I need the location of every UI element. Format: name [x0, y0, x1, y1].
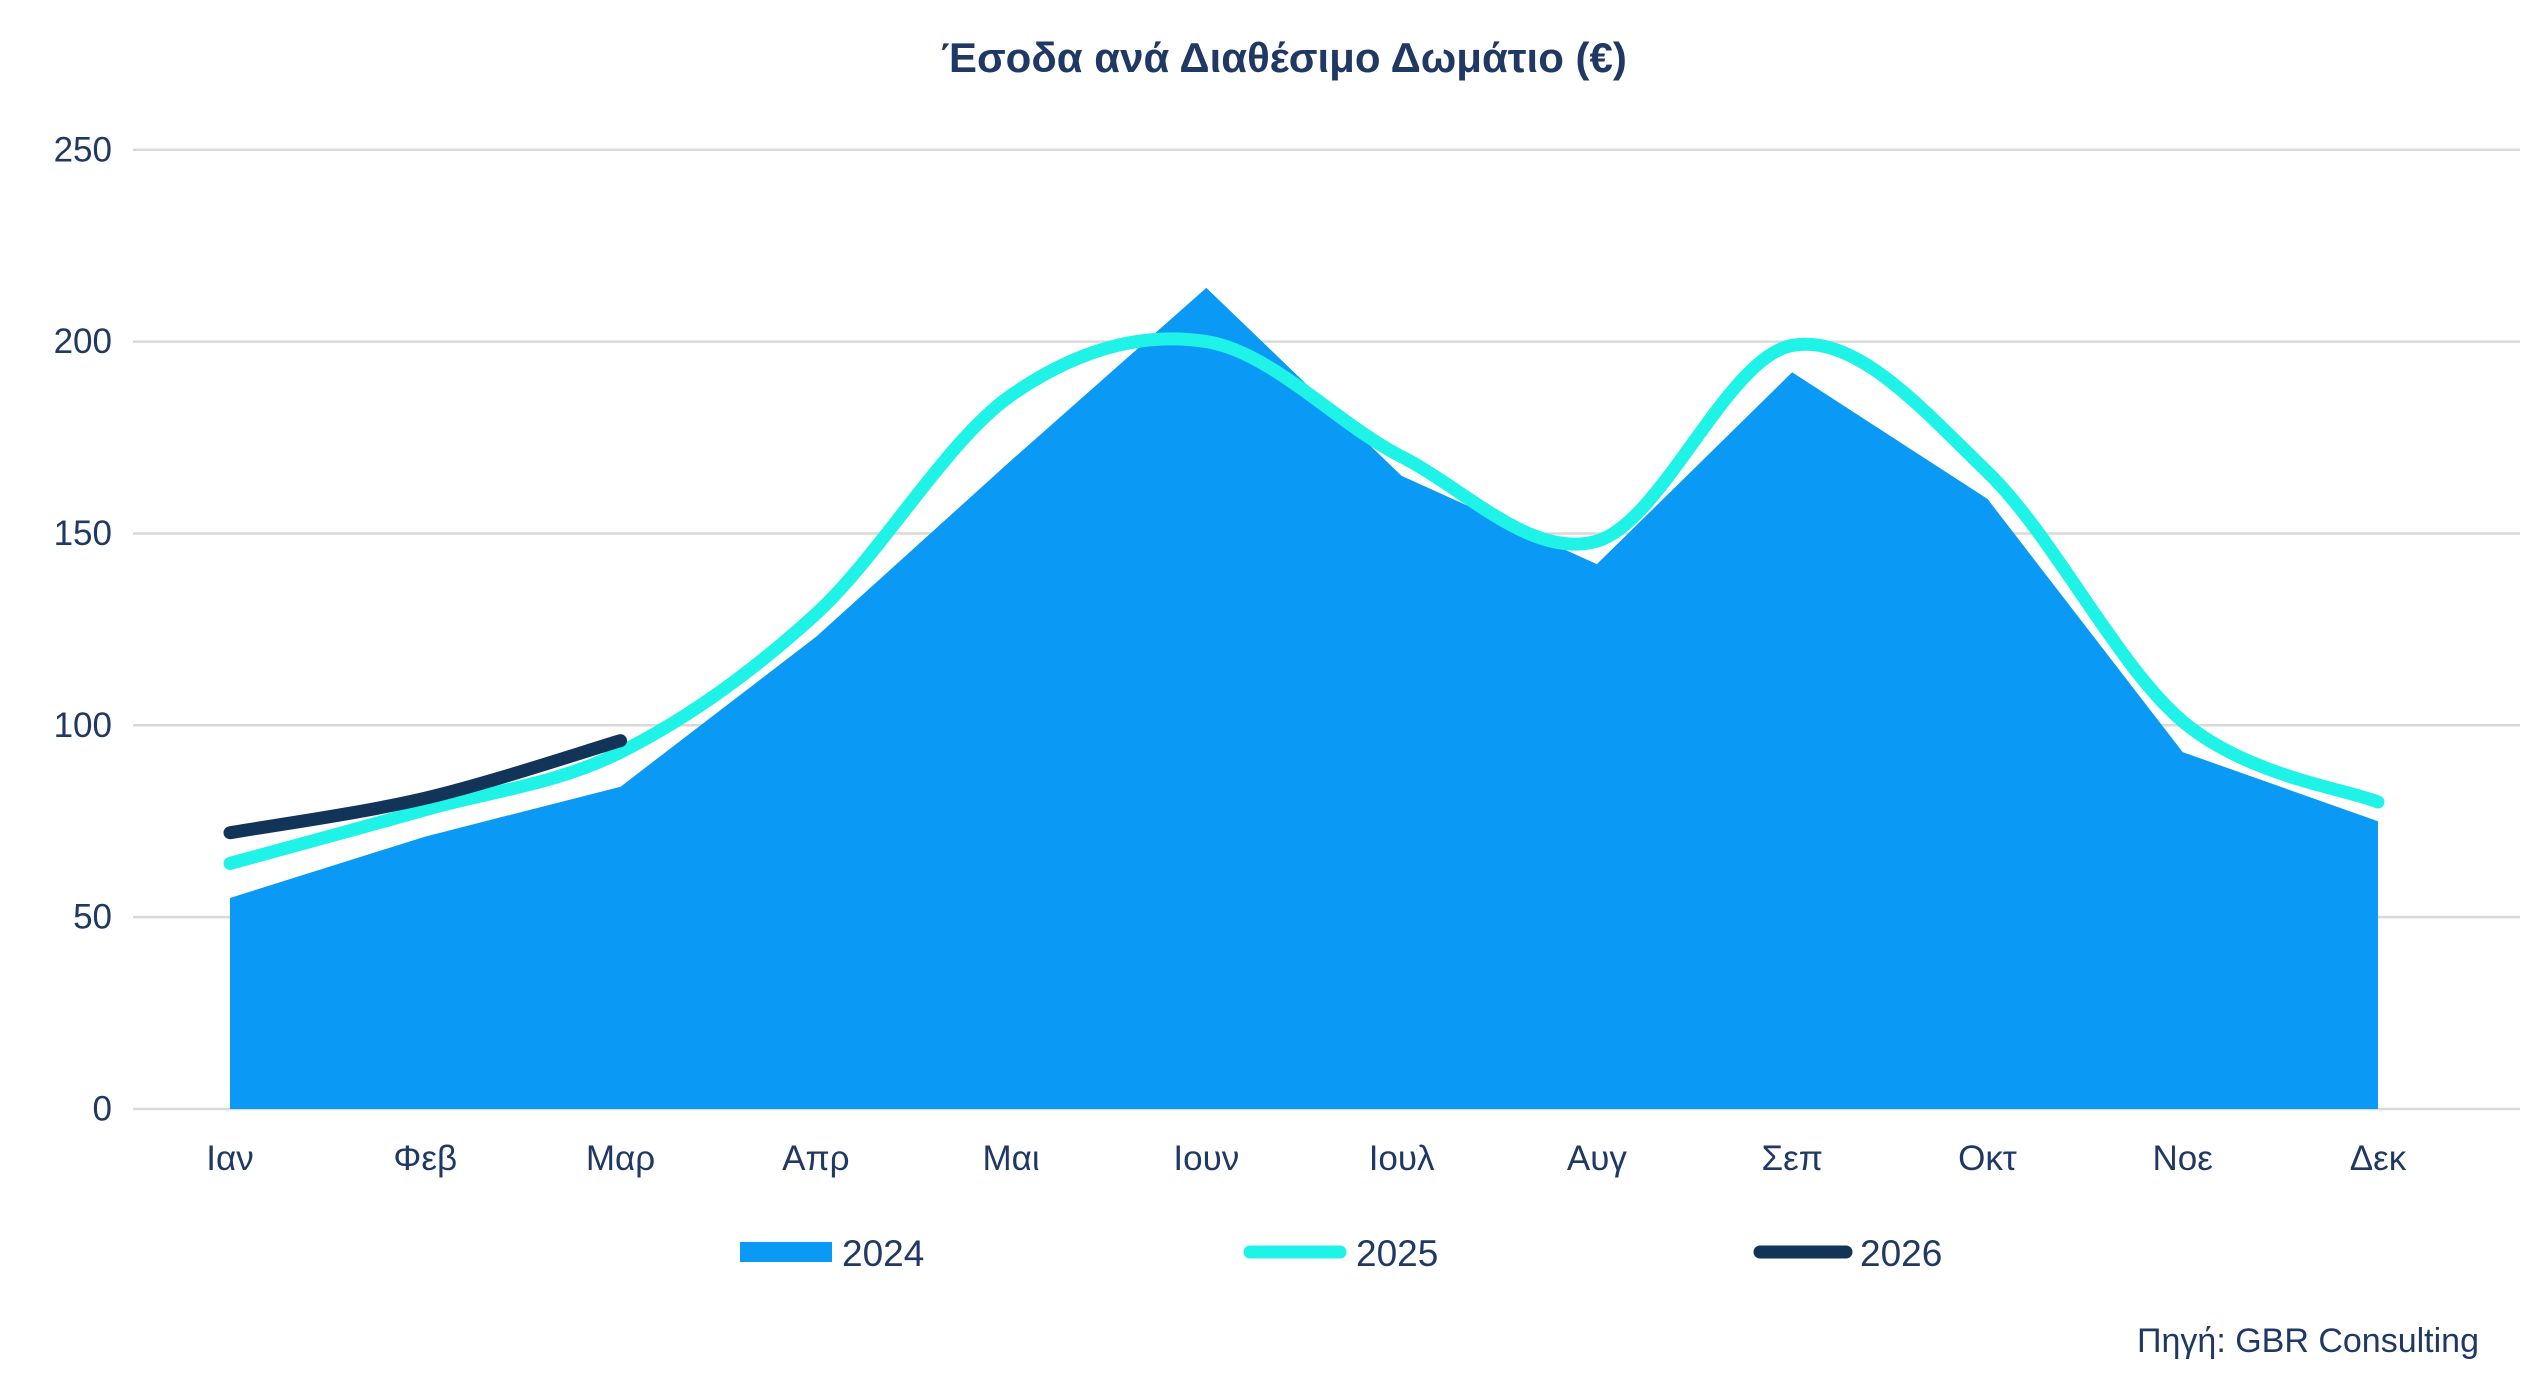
series-layer	[223, 287, 2385, 1110]
legend: 2024 2025 2026	[740, 1233, 1942, 1274]
x-axis-labels: Ιαν Φεβ Μαρ Απρ Μαι Ιουν Ιουλ Αυγ Σεπ Οκτ Νοε Δεκ	[206, 1139, 2406, 1178]
x-tick-label-Σεπ: Σεπ	[1761, 1139, 1822, 1178]
legend-label-2026: 2026	[1860, 1233, 1942, 1274]
y-tick-label-200: 200	[54, 322, 112, 361]
x-tick-label-Οκτ: Οκτ	[1958, 1139, 2017, 1178]
x-tick-label-Ιουλ: Ιουλ	[1369, 1139, 1435, 1178]
line-series-2025	[223, 332, 2385, 870]
x-tick-label-Απρ: Απρ	[782, 1139, 849, 1178]
x-tick-label-Δεκ: Δεκ	[2350, 1139, 2407, 1178]
legend-label-2024: 2024	[842, 1233, 924, 1274]
x-tick-label-Μαι: Μαι	[982, 1139, 1039, 1178]
x-tick-label-Ιαν: Ιαν	[206, 1139, 253, 1178]
x-tick-label-Ιουν: Ιουν	[1173, 1139, 1239, 1178]
x-tick-label-Νοε: Νοε	[2153, 1139, 2213, 1178]
y-tick-label-250: 250	[54, 130, 112, 169]
area-series-2024	[230, 287, 2378, 1110]
y-tick-label-50: 50	[73, 898, 112, 937]
x-tick-label-Μαρ: Μαρ	[586, 1139, 655, 1178]
x-tick-label-Αυγ: Αυγ	[1567, 1139, 1627, 1178]
legend-label-2025: 2025	[1356, 1233, 1438, 1274]
legend-swatch-2024	[740, 1242, 832, 1262]
y-tick-label-100: 100	[54, 706, 112, 745]
chart-title: Έσοδα ανά Διαθέσιμο Δωμάτιο (€)	[941, 34, 1627, 81]
y-axis-labels: 0 50 100 150 200 250	[54, 130, 112, 1128]
source-note: Πηγή: GBR Consulting	[2137, 1322, 2479, 1360]
line-series-2026	[223, 734, 628, 840]
y-tick-label-0: 0	[93, 1090, 112, 1129]
y-tick-label-150: 150	[54, 514, 112, 553]
x-tick-label-Φεβ: Φεβ	[393, 1139, 457, 1178]
